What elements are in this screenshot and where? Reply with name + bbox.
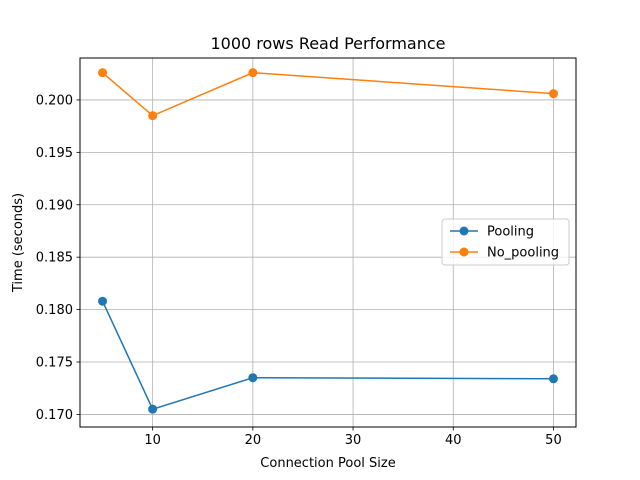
x-tick-label: 30 [345, 433, 362, 448]
chart-title: 1000 rows Read Performance [210, 34, 445, 53]
data-point [248, 68, 258, 78]
data-point [548, 89, 558, 99]
y-tick-label: 0.195 [36, 146, 73, 161]
data-point [98, 296, 108, 306]
y-tick-label: 0.200 [36, 93, 73, 108]
legend-label: Pooling [487, 225, 534, 240]
y-tick-label: 0.190 [36, 198, 73, 213]
y-axis-label: Time (seconds) [11, 193, 26, 293]
x-tick-label: 10 [144, 433, 161, 448]
series-layer [98, 68, 558, 414]
series-line-1 [101, 300, 554, 411]
y-tick-label: 0.180 [36, 303, 73, 318]
legend-marker [459, 226, 469, 236]
legend-marker [459, 247, 469, 257]
data-point [98, 68, 108, 78]
legend: Pooling No_pooling [441, 218, 570, 266]
data-point [148, 111, 158, 121]
data-point [548, 374, 558, 384]
x-tick-label: 50 [545, 433, 562, 448]
x-tick-label: 20 [245, 433, 262, 448]
legend-label: No_pooling [487, 246, 559, 261]
y-axis: 0.170 0.175 0.180 0.185 0.190 0.195 0.200 [36, 93, 80, 423]
y-tick-label: 0.175 [36, 356, 73, 371]
y-tick-label: 0.170 [36, 408, 73, 423]
x-axis-label: Connection Pool Size [260, 456, 395, 471]
x-tick-label: 40 [445, 433, 462, 448]
y-tick-label: 0.185 [36, 251, 73, 266]
series-line-2 [102, 71, 554, 117]
data-point [148, 404, 158, 414]
x-axis: 10 20 30 40 50 [144, 427, 562, 448]
plot-frame [79, 57, 577, 428]
data-point [248, 373, 258, 383]
